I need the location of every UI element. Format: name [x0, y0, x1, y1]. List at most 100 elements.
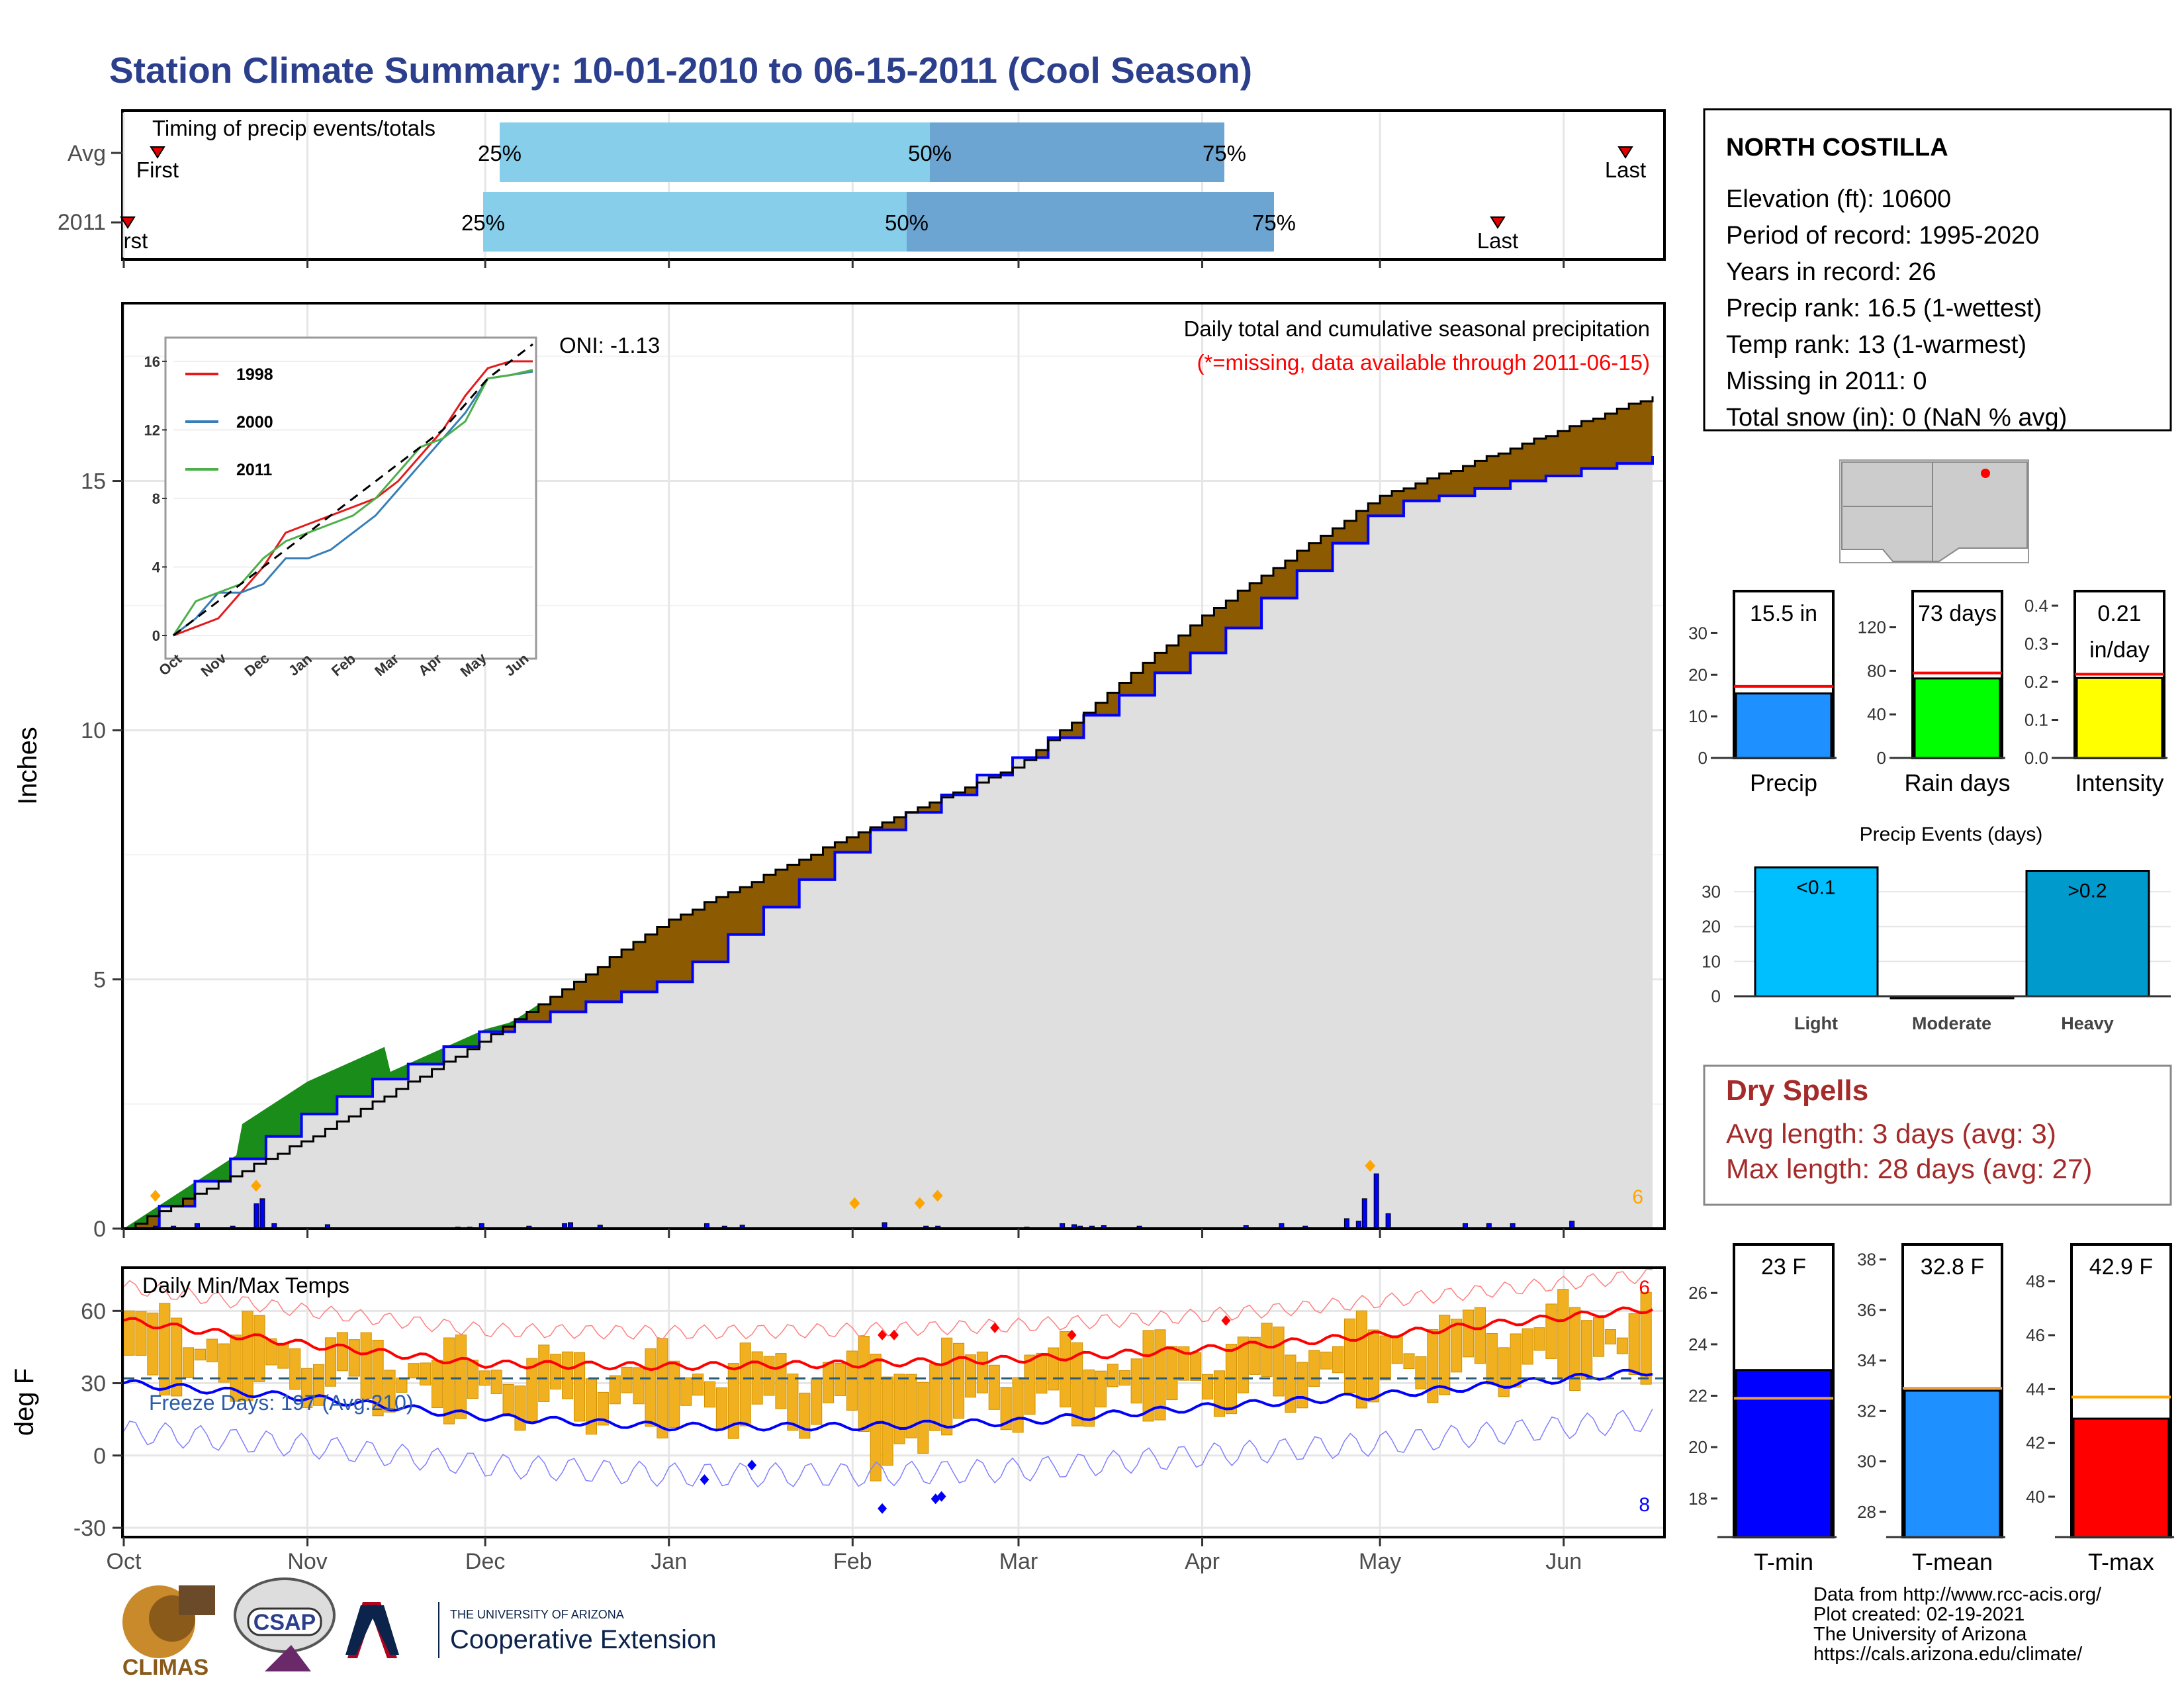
precip-ytick-label: 5	[93, 968, 106, 993]
temp-ytick-label: 30	[81, 1372, 106, 1397]
station-info-line: Temp rank: 13 (1-warmest)	[1726, 331, 2026, 359]
intensity-bar	[2075, 677, 2163, 759]
daily-temp-bar	[384, 1370, 396, 1413]
intensity-ytick-label: 0.0	[2025, 748, 2048, 768]
station-dot	[1981, 469, 1990, 478]
tmin-ytick-label: 20	[1688, 1437, 1707, 1457]
events-ytick-label: 30	[1702, 882, 1721, 902]
daily-temp-bar	[1095, 1370, 1107, 1408]
precip-title: Daily total and cumulative seasonal prec…	[1184, 316, 1650, 341]
inset-line-1998	[173, 360, 533, 637]
daily-temp-bar	[799, 1392, 811, 1439]
inset-line-average	[173, 343, 533, 637]
daily-temp-bar	[253, 1315, 265, 1382]
y2011-first-marker	[120, 216, 136, 229]
daily-temp-bar	[597, 1391, 609, 1426]
daily-temp-bar	[1285, 1354, 1297, 1413]
daily-temp-bar	[1498, 1347, 1510, 1397]
record-high-marker	[1067, 1329, 1077, 1340]
rain-days-label: Rain days	[1904, 769, 2010, 796]
daily-temp-bar	[1332, 1346, 1344, 1374]
events-ytick-label: 20	[1702, 917, 1721, 937]
daily-temp-bar	[1391, 1335, 1403, 1364]
daily-max-marker	[1365, 1160, 1376, 1172]
daily-max-marker	[849, 1197, 860, 1209]
month-label: Apr	[1185, 1549, 1220, 1574]
record-low-marker	[700, 1474, 709, 1485]
intensity-ytick-label: 0.1	[2025, 710, 2048, 730]
daily-precip-bar	[259, 1198, 265, 1229]
temp-ytick-label: 0	[93, 1444, 106, 1469]
tmean-value-label: 32.8 F	[1921, 1254, 1984, 1280]
tmean-ytick-label: 36	[1857, 1300, 1876, 1320]
daily-temp-bar	[265, 1338, 277, 1366]
station-info-line: Missing in 2011: 0	[1726, 367, 1927, 395]
daily-temp-bar	[692, 1374, 704, 1396]
tmin-ytick-label: 22	[1688, 1386, 1707, 1406]
daily-temp-bar	[1462, 1309, 1475, 1358]
precip-label: Precip	[1750, 769, 1817, 796]
daily-temp-bar	[1024, 1354, 1036, 1415]
inset-ytick-label: 8	[152, 491, 160, 507]
daily-temp-bar	[562, 1351, 574, 1399]
daily-temp-bar	[502, 1383, 514, 1417]
daily-temp-bar	[1202, 1374, 1214, 1400]
daily-temp-bar	[1545, 1303, 1557, 1359]
temp-title: Daily Min/Max Temps	[142, 1273, 349, 1297]
inset-line-2011	[172, 369, 533, 636]
daily-temp-bar	[1628, 1313, 1640, 1376]
daily-temp-bar	[348, 1339, 360, 1377]
daily-temp-bar	[1379, 1335, 1391, 1381]
precip-cumulative-fill	[124, 455, 1653, 1229]
daily-temp-bar	[1474, 1307, 1486, 1364]
tmin-ytick-label: 18	[1688, 1489, 1707, 1509]
timing-panel: Timing of precip events/totals Avg 2011 …	[58, 109, 1666, 268]
dry-spells-avg: Avg length: 3 days (avg: 3)	[1726, 1118, 2056, 1149]
daily-temp-bar	[147, 1312, 159, 1376]
daily-temp-bar	[882, 1376, 893, 1466]
events-ytick-label: 10	[1702, 951, 1721, 971]
month-label: Nov	[287, 1549, 327, 1574]
daily-temp-bar	[763, 1356, 775, 1396]
record-max-line	[123, 1268, 1653, 1340]
station-info-line: Years in record: 26	[1726, 258, 1936, 286]
daily-temp-bar	[964, 1354, 977, 1398]
daily-temp-bar	[1439, 1315, 1451, 1395]
daily-temp-bar	[1592, 1317, 1605, 1357]
station-name: NORTH COSTILLA	[1726, 134, 1948, 162]
station-info-line: Total snow (in): 0 (NaN % avg)	[1726, 404, 2067, 432]
tmean-ytick-label: 34	[1857, 1350, 1876, 1370]
daily-max-marker	[914, 1197, 925, 1209]
precip-ylabel: Inches	[13, 727, 42, 805]
intensity-value-label: 0.21	[2097, 601, 2141, 626]
tmax-ytick-label: 44	[2026, 1379, 2045, 1399]
daily-temp-bar	[206, 1338, 218, 1362]
station-info-line: Elevation (ft): 10600	[1726, 185, 1951, 213]
tmean-ytick-label: 30	[1857, 1452, 1876, 1472]
month-label: Jan	[651, 1549, 687, 1574]
precip-ytick-label: 0	[93, 1217, 106, 1242]
daily-temp-bar	[952, 1342, 965, 1419]
precip-ytick-label: 15	[81, 469, 106, 494]
tmin-label: T-min	[1754, 1548, 1813, 1575]
y2011-25-50-bar	[483, 192, 907, 252]
ua-big-text: Cooperative Extension	[450, 1625, 716, 1654]
record-low-marker	[936, 1491, 946, 1502]
month-label: May	[1359, 1549, 1401, 1574]
precip-ytick-label: 30	[1688, 623, 1707, 643]
avg-pct-50: 50%	[908, 141, 952, 165]
daily-max-marker	[932, 1190, 943, 1202]
daily-temp-bar	[893, 1374, 905, 1444]
tmean-ytick-label: 28	[1857, 1502, 1876, 1522]
events-title: Precip Events (days)	[1860, 823, 2043, 845]
temp-count-lo: 8	[1639, 1494, 1650, 1516]
oni-label: ONI: -1.13	[559, 333, 660, 357]
freeze-days-label: Freeze Days: 197 (Avg:210)	[149, 1391, 414, 1415]
daily-temp-bar	[645, 1348, 657, 1427]
inset-ytick-label: 12	[144, 422, 160, 438]
daily-temp-bar	[183, 1347, 195, 1378]
daily-temp-bar	[1178, 1346, 1190, 1381]
daily-temp-bar	[846, 1350, 858, 1411]
avg-last-label: Last	[1605, 158, 1646, 182]
